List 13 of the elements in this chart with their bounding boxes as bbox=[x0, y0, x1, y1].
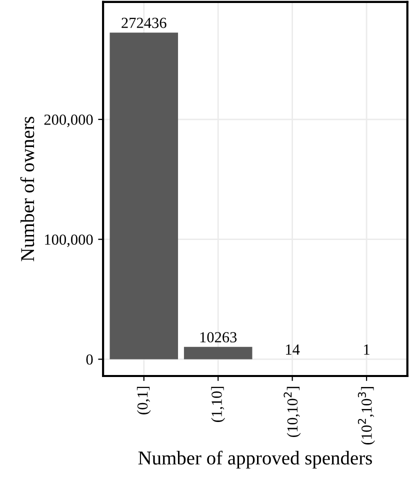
x-tick-label: (10$^{2}$,10$^{3}$] bbox=[358, 387, 375, 444]
x-tick-label: (0,1] bbox=[136, 386, 151, 414]
x-axis-title: Number of approved spenders bbox=[138, 450, 372, 469]
data-label: 1 bbox=[364, 344, 370, 355]
y-tick-label: 0 bbox=[86, 354, 93, 365]
x-tick-label: (1,10] bbox=[211, 386, 226, 422]
data-label: 10263 bbox=[200, 332, 237, 342]
data-label: 14 bbox=[286, 344, 300, 355]
y-tick-label: 100,000 bbox=[45, 234, 93, 247]
y-tick-label: 200,000 bbox=[44, 114, 93, 128]
y-axis-title: Number of owners bbox=[20, 116, 34, 262]
x-tick-label: (10,10$^{2}$] bbox=[284, 386, 301, 438]
data-label: 272436 bbox=[122, 18, 166, 28]
